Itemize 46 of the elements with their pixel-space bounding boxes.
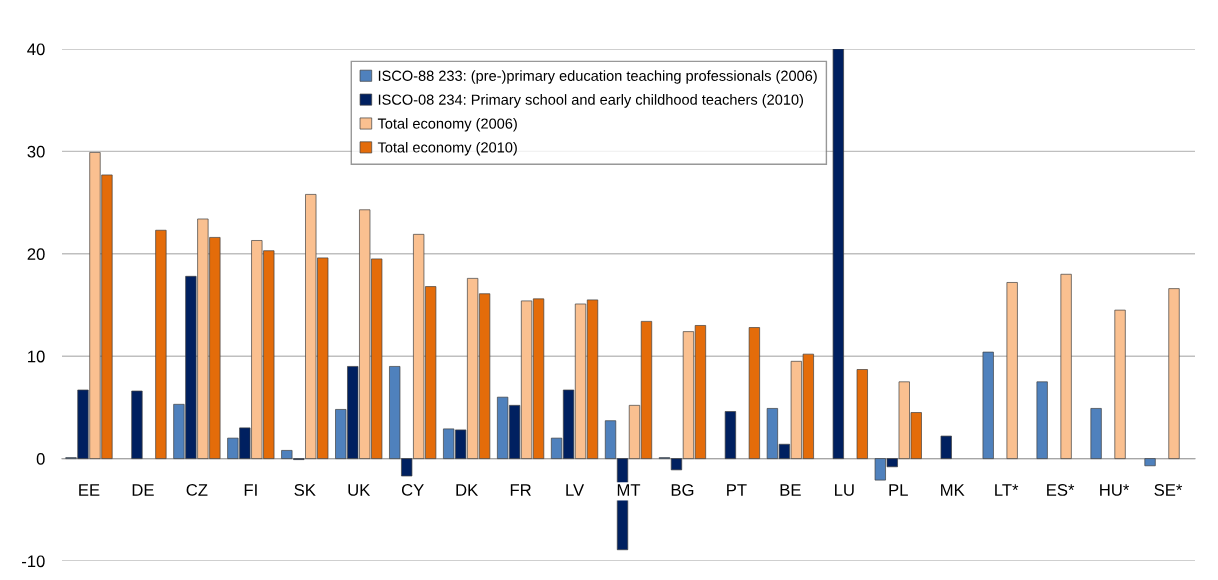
bar xyxy=(832,49,844,459)
bar xyxy=(982,351,994,459)
bar xyxy=(1036,381,1048,459)
x-tick-label: LU xyxy=(835,484,854,496)
x-tick-label: MT xyxy=(617,484,641,496)
x-tick-label: BG xyxy=(671,484,694,496)
x-tick-label: LT* xyxy=(995,484,1019,496)
x-tick-label: EE xyxy=(79,484,100,496)
bar xyxy=(1144,458,1156,467)
x-tick-label: DK xyxy=(456,484,479,496)
x-tick-label: HU* xyxy=(1100,484,1130,496)
y-tick-label: 20 xyxy=(27,248,45,260)
bar xyxy=(748,327,760,459)
bar xyxy=(1006,282,1018,459)
bar xyxy=(1114,309,1126,459)
x-tick-label: PT xyxy=(727,484,747,496)
y-tick-label: -10 xyxy=(21,555,45,568)
bar xyxy=(940,435,952,459)
x-tick-label: ES* xyxy=(1047,484,1075,496)
bar xyxy=(1060,273,1072,459)
legend-label: ISCO-08 234: Primary school and early childhood teachers (2010) xyxy=(378,94,804,108)
bar xyxy=(131,390,143,459)
bar xyxy=(724,411,737,459)
x-tick-label: FR xyxy=(510,484,531,496)
bar xyxy=(856,369,868,459)
x-tick-label: DE xyxy=(132,484,154,496)
x-tick-label: PL xyxy=(889,484,908,496)
bar xyxy=(1168,288,1180,459)
x-tick-label: UK xyxy=(348,484,371,496)
y-tick-label: 30 xyxy=(27,145,45,158)
x-tick-label: BE xyxy=(780,484,801,496)
x-tick-label: CZ xyxy=(186,484,208,496)
x-tick-label: CY xyxy=(401,484,424,496)
x-tick-label: MK xyxy=(941,484,965,496)
bar xyxy=(155,229,167,459)
legend-label: ISCO-88 233: (pre-)primary education teaching professionals (2006) xyxy=(378,70,817,84)
x-tick-label: FI xyxy=(244,484,257,496)
legend-label: Total economy (2010) xyxy=(377,141,517,156)
y-tick-label: 10 xyxy=(28,350,45,363)
legend-label: Total economy (2006) xyxy=(377,118,517,132)
x-tick-label: SK xyxy=(294,484,316,496)
x-tick-label: LV xyxy=(566,484,585,496)
y-tick-label: 0 xyxy=(36,453,45,465)
x-tick-label: SE* xyxy=(1154,484,1183,496)
bar xyxy=(1090,408,1102,459)
y-tick-label: 40 xyxy=(27,43,45,56)
